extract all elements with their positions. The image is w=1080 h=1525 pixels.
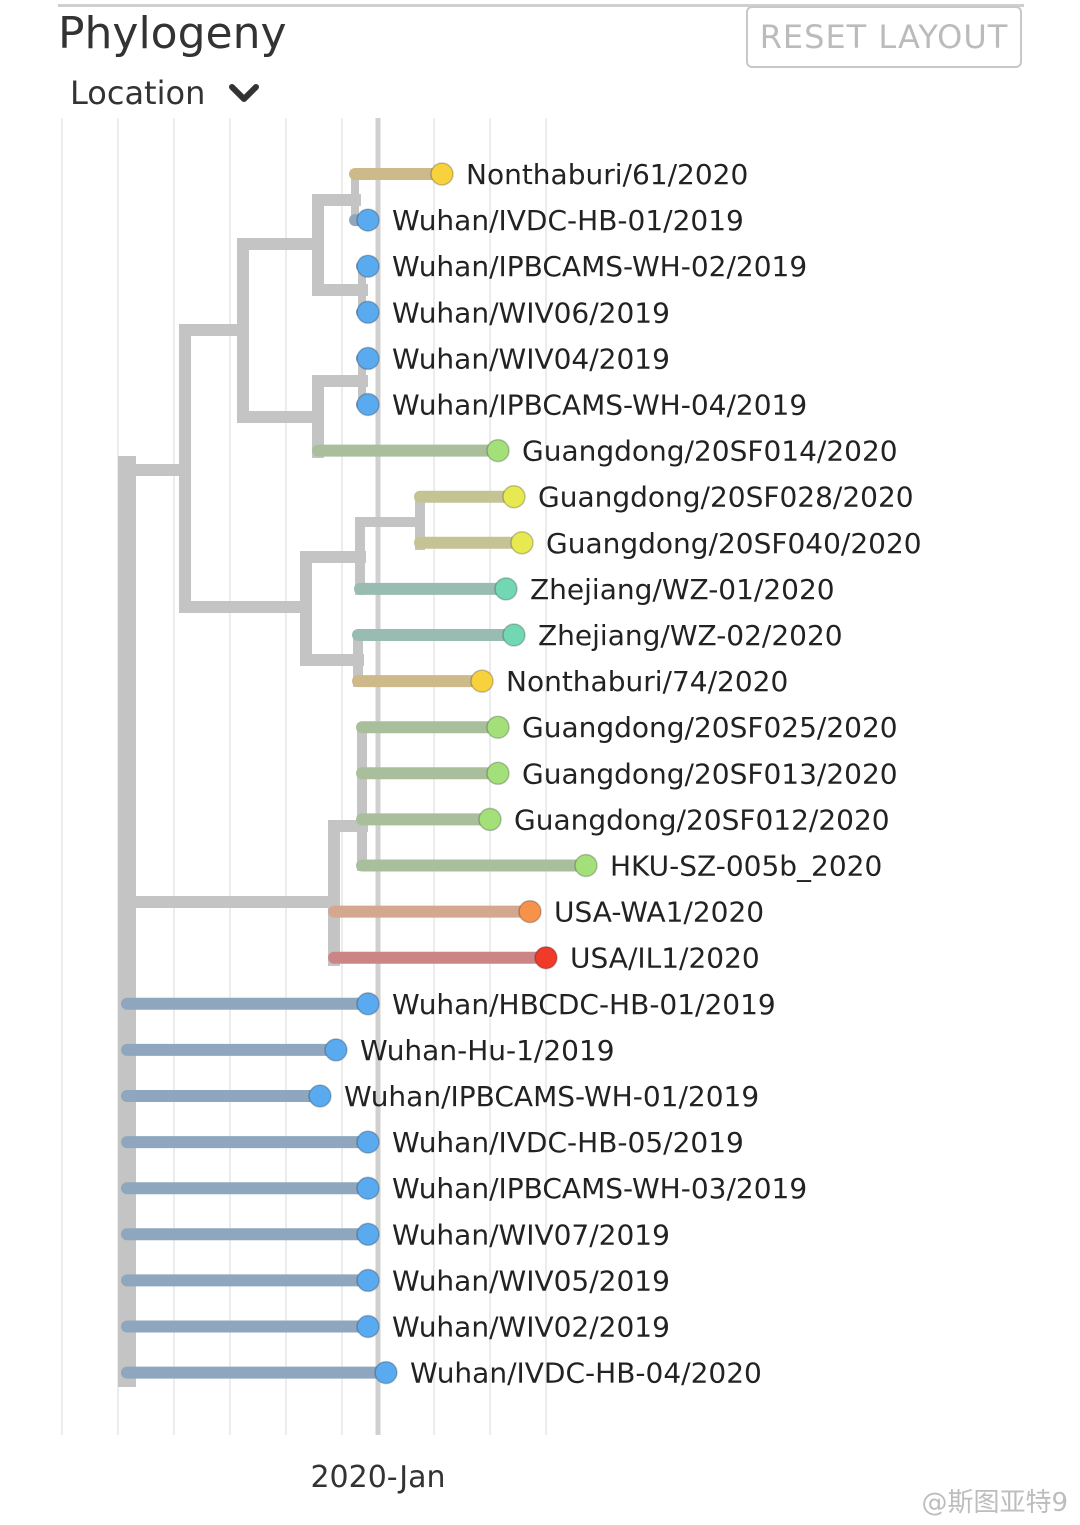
axis-tick-label: 2020-Jan: [310, 1460, 445, 1495]
tip-label: Nonthaburi/74/2020: [506, 665, 788, 698]
tip-label: Wuhan/IPBCAMS-WH-02/2019: [392, 250, 807, 283]
tip-label: Wuhan/IVDC-HB-05/2019: [392, 1126, 744, 1159]
tip-node[interactable]: [356, 992, 380, 1016]
tip-label: Wuhan-Hu-1/2019: [360, 1034, 615, 1067]
color-by-dropdown[interactable]: Location: [70, 74, 261, 112]
tip-node[interactable]: [356, 1222, 380, 1247]
tip-node[interactable]: [518, 899, 542, 924]
tip-label: Wuhan/WIV05/2019: [392, 1264, 670, 1297]
panel-title: Phylogeny: [58, 8, 287, 59]
tip-node[interactable]: [356, 1268, 380, 1293]
tip-node[interactable]: [356, 208, 380, 232]
tip-label: Zhejiang/WZ-01/2020: [530, 573, 835, 606]
tip-node[interactable]: [356, 392, 380, 417]
tip-node[interactable]: [486, 438, 510, 463]
tip-node[interactable]: [356, 1314, 380, 1339]
tip-node[interactable]: [430, 162, 454, 186]
tip-label: HKU-SZ-005b_2020: [610, 850, 882, 883]
tip-label: Nonthaburi/61/2020: [466, 158, 748, 191]
tip-label: Zhejiang/WZ-02/2020: [538, 619, 843, 652]
tip-label: USA/IL1/2020: [570, 942, 760, 975]
tip-node[interactable]: [486, 761, 510, 786]
tip-node[interactable]: [478, 807, 502, 832]
tip-node[interactable]: [356, 346, 380, 371]
tip-label: USA-WA1/2020: [554, 896, 764, 929]
tip-label: Wuhan/WIV04/2019: [392, 342, 670, 375]
tip-label: Wuhan/IPBCAMS-WH-01/2019: [344, 1080, 759, 1113]
tip-label: Guangdong/20SF025/2020: [522, 711, 898, 744]
tip-node[interactable]: [510, 531, 534, 555]
tip-node[interactable]: [502, 623, 526, 647]
tip-label: Guangdong/20SF012/2020: [514, 803, 890, 836]
reset-layout-button[interactable]: RESET LAYOUT: [746, 6, 1022, 68]
tip-node[interactable]: [324, 1038, 348, 1062]
tip-label: Wuhan/WIV06/2019: [392, 296, 670, 329]
tip-node[interactable]: [574, 853, 598, 878]
tip-label: Guangdong/20SF040/2020: [546, 527, 922, 560]
tip-label: Wuhan/WIV02/2019: [392, 1311, 670, 1344]
tip-node[interactable]: [356, 1176, 380, 1200]
tip-node[interactable]: [356, 300, 380, 325]
tip-label: Guangdong/20SF013/2020: [522, 757, 898, 790]
watermark: @斯图亚特9: [921, 1488, 1068, 1518]
tip-node[interactable]: [486, 715, 510, 739]
chevron-down-icon: [229, 84, 260, 102]
tip-node[interactable]: [308, 1084, 332, 1108]
color-by-label: Location: [70, 74, 206, 112]
tip-label: Wuhan/IPBCAMS-WH-04/2019: [392, 389, 807, 422]
tip-label: Wuhan/HBCDC-HB-01/2019: [392, 988, 776, 1021]
tip-label: Wuhan/WIV07/2019: [392, 1218, 670, 1251]
tip-label: Wuhan/IVDC-HB-01/2019: [392, 204, 744, 237]
tip-node[interactable]: [356, 1130, 380, 1154]
tip-node[interactable]: [374, 1360, 398, 1385]
tip-label: Guangdong/20SF028/2020: [538, 481, 914, 514]
tip-node[interactable]: [356, 254, 380, 278]
panel-top-rule: [58, 4, 1024, 7]
tip-node[interactable]: [502, 484, 526, 509]
tip-node[interactable]: [494, 577, 518, 601]
tip-node[interactable]: [534, 945, 558, 970]
tip-label: Wuhan/IVDC-HB-04/2020: [410, 1357, 762, 1390]
tip-node[interactable]: [470, 669, 494, 693]
tip-label: Wuhan/IPBCAMS-WH-03/2019: [392, 1172, 807, 1205]
tip-label: Guangdong/20SF014/2020: [522, 435, 898, 468]
